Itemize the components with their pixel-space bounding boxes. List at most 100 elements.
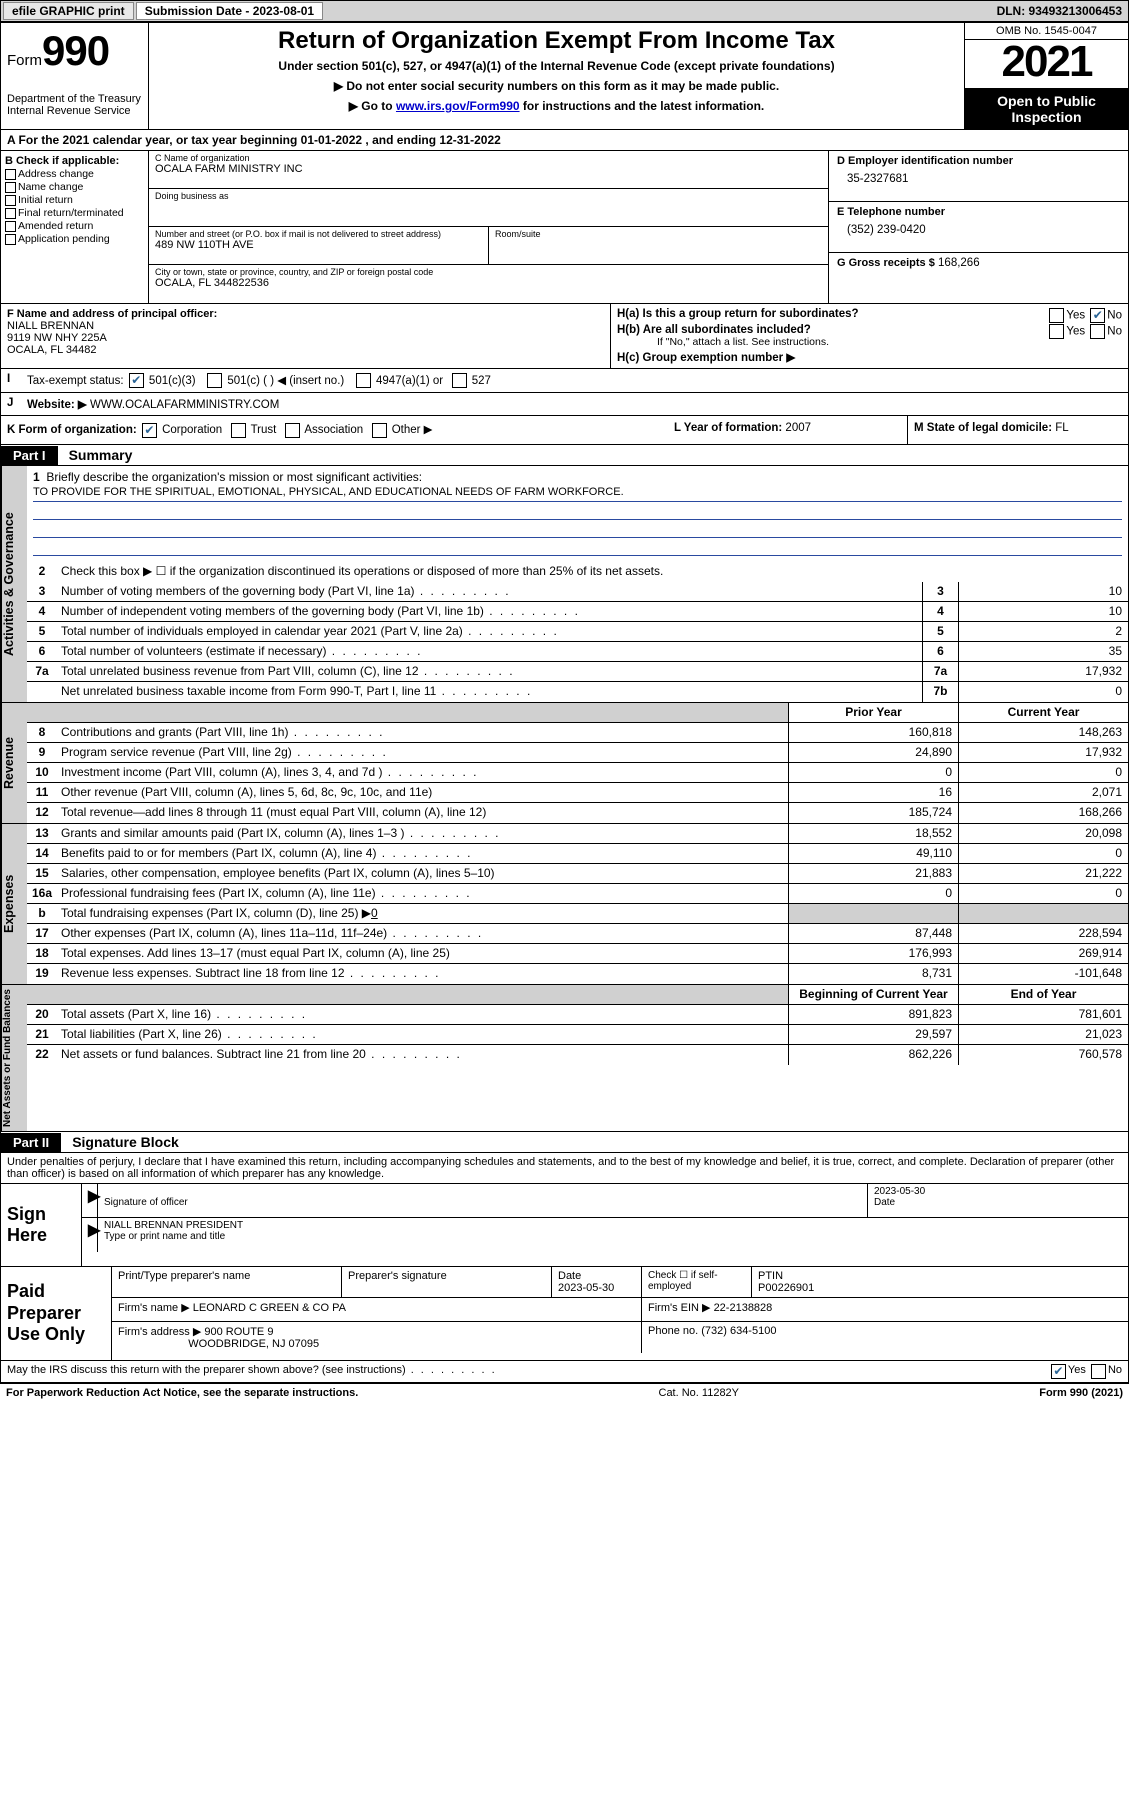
- cb-application-pending[interactable]: Application pending: [5, 233, 144, 245]
- name-title-label: Type or print name and title: [104, 1231, 225, 1242]
- street-label: Number and street (or P.O. box if mail i…: [155, 229, 482, 239]
- omb-year-block: OMB No. 1545-0047 2021 Open to Public In…: [964, 23, 1128, 129]
- legal-domicile: M State of legal domicile: FL: [908, 416, 1128, 443]
- gross-receipts-cell: G Gross receipts $ 168,266: [829, 253, 1128, 303]
- firm-phone-label: Phone no.: [648, 1325, 698, 1337]
- p8: 160,818: [788, 723, 958, 742]
- self-employed-check[interactable]: Check ☐ if self-employed: [642, 1267, 752, 1297]
- firm-name-label: Firm's name ▶: [118, 1302, 190, 1314]
- cb-corporation[interactable]: [142, 423, 157, 438]
- p12: 185,724: [788, 803, 958, 823]
- line-14: Benefits paid to or for members (Part IX…: [57, 844, 788, 863]
- cb-name-change[interactable]: Name change: [5, 181, 144, 193]
- arrow-icon: ▶: [82, 1184, 98, 1217]
- col-c-org-info: C Name of organization OCALA FARM MINIST…: [149, 151, 828, 303]
- form-subtitle: Under section 501(c), 527, or 4947(a)(1)…: [157, 59, 956, 73]
- ptin-value: P00226901: [758, 1282, 814, 1294]
- officer-label: F Name and address of principal officer:: [7, 308, 217, 320]
- formation-label: L Year of formation:: [674, 422, 782, 434]
- cb-address-change[interactable]: Address change: [5, 168, 144, 180]
- firm-phone: (732) 634-5100: [701, 1325, 776, 1337]
- street-cell: Number and street (or P.O. box if mail i…: [149, 227, 488, 265]
- officer-name-title: NIALL BRENNAN PRESIDENT: [104, 1220, 243, 1231]
- goto-post: for instructions and the latest informat…: [520, 99, 765, 113]
- goto-link-row: ▶ Go to www.irs.gov/Form990 for instruct…: [157, 99, 956, 113]
- hb-yes-checkbox[interactable]: [1049, 324, 1064, 339]
- ha-no-checkbox[interactable]: [1090, 308, 1105, 323]
- line-7b: Net unrelated business taxable income fr…: [57, 682, 922, 702]
- principal-officer: F Name and address of principal officer:…: [1, 304, 611, 368]
- cb-4947[interactable]: [356, 373, 371, 388]
- part-ii-badge: Part II: [1, 1133, 61, 1152]
- cb-other[interactable]: [372, 423, 387, 438]
- discuss-no-checkbox[interactable]: [1091, 1364, 1106, 1379]
- hb-no-checkbox[interactable]: [1090, 324, 1105, 339]
- p16b-shade: [788, 904, 958, 923]
- col-b-header: B Check if applicable:: [5, 155, 144, 167]
- org-name-label: C Name of organization: [155, 153, 822, 163]
- dept-treasury: Department of the Treasury: [7, 93, 142, 105]
- p16: 0: [788, 884, 958, 903]
- tax-status-label: Tax-exempt status:: [27, 375, 124, 387]
- mission-blank-1: [33, 504, 1122, 520]
- col-b-checkboxes: B Check if applicable: Address change Na…: [1, 151, 149, 303]
- hb-label: H(b) Are all subordinates included?: [617, 324, 811, 336]
- discuss-yes: Yes: [1068, 1364, 1086, 1379]
- line-19: Revenue less expenses. Subtract line 18 …: [57, 964, 788, 984]
- c15: 21,222: [958, 864, 1128, 883]
- irs-form990-link[interactable]: www.irs.gov/Form990: [396, 99, 520, 113]
- cb-association[interactable]: [285, 423, 300, 438]
- p10: 0: [788, 763, 958, 782]
- preparer-sig-hdr: Preparer's signature: [342, 1267, 552, 1297]
- line-16b: Total fundraising expenses (Part IX, col…: [57, 904, 788, 923]
- cb-527[interactable]: [452, 373, 467, 388]
- line-1-mission: 1 Briefly describe the organization's mi…: [27, 466, 1128, 562]
- dln-label: DLN: 93493213006453: [997, 4, 1128, 18]
- arrow-icon-2: ▶: [82, 1218, 98, 1252]
- fundraising-total: 0: [371, 906, 378, 920]
- part-ii-title: Signature Block: [64, 1132, 187, 1152]
- form-id-block: Form990 Department of the Treasury Inter…: [1, 23, 149, 129]
- form-number: 990: [42, 27, 109, 74]
- officer-name: NIALL BRENNAN: [7, 320, 94, 332]
- prep-date-val: 2023-05-30: [558, 1282, 614, 1294]
- c10: 0: [958, 763, 1128, 782]
- line-13: Grants and similar amounts paid (Part IX…: [57, 824, 788, 843]
- line-22: Net assets or fund balances. Subtract li…: [57, 1045, 788, 1065]
- efile-print-button[interactable]: efile GRAPHIC print: [3, 2, 134, 20]
- opt-trust: Trust: [251, 424, 277, 436]
- val-5: 2: [958, 622, 1128, 641]
- firm-addr-label: Firm's address ▶: [118, 1326, 201, 1338]
- firm-addr1: 900 ROUTE 9: [204, 1326, 273, 1338]
- form-header: Form990 Department of the Treasury Inter…: [1, 23, 1128, 130]
- line-16a: Professional fundraising fees (Part IX, …: [57, 884, 788, 903]
- firm-name: LEONARD C GREEN & CO PA: [193, 1302, 346, 1314]
- line-18: Total expenses. Add lines 13–17 (must eq…: [57, 944, 788, 963]
- tel-label: E Telephone number: [837, 206, 1120, 218]
- line-4: Number of independent voting members of …: [57, 602, 922, 621]
- cb-501c[interactable]: [207, 373, 222, 388]
- ha-yes-checkbox[interactable]: [1049, 308, 1064, 323]
- cb-501c3[interactable]: [129, 373, 144, 388]
- discuss-label: May the IRS discuss this return with the…: [7, 1364, 1049, 1379]
- discuss-yes-checkbox[interactable]: [1051, 1364, 1066, 1379]
- cb-trust[interactable]: [231, 423, 246, 438]
- dba-cell: Doing business as: [149, 189, 828, 227]
- cb-amended-return[interactable]: Amended return: [5, 220, 144, 232]
- ha-yes: Yes: [1066, 310, 1085, 322]
- part-i-title: Summary: [61, 445, 141, 465]
- expenses-section: Expenses 13Grants and similar amounts pa…: [1, 824, 1128, 985]
- tax-year-end: 12-31-2022: [439, 133, 500, 147]
- prep-date-hdr: Date: [558, 1270, 581, 1282]
- ein-cell: D Employer identification number 35-2327…: [829, 151, 1128, 202]
- discuss-no: No: [1108, 1364, 1122, 1379]
- part-i-badge: Part I: [1, 446, 58, 465]
- cb-initial-return[interactable]: Initial return: [5, 194, 144, 206]
- cb-final-return[interactable]: Final return/terminated: [5, 207, 144, 219]
- hb-no: No: [1107, 326, 1122, 338]
- col-current-year: Current Year: [958, 703, 1128, 722]
- submission-date: Submission Date - 2023-08-01: [136, 2, 323, 20]
- open-to-public: Open to Public Inspection: [965, 89, 1128, 129]
- c14: 0: [958, 844, 1128, 863]
- c17: 228,594: [958, 924, 1128, 943]
